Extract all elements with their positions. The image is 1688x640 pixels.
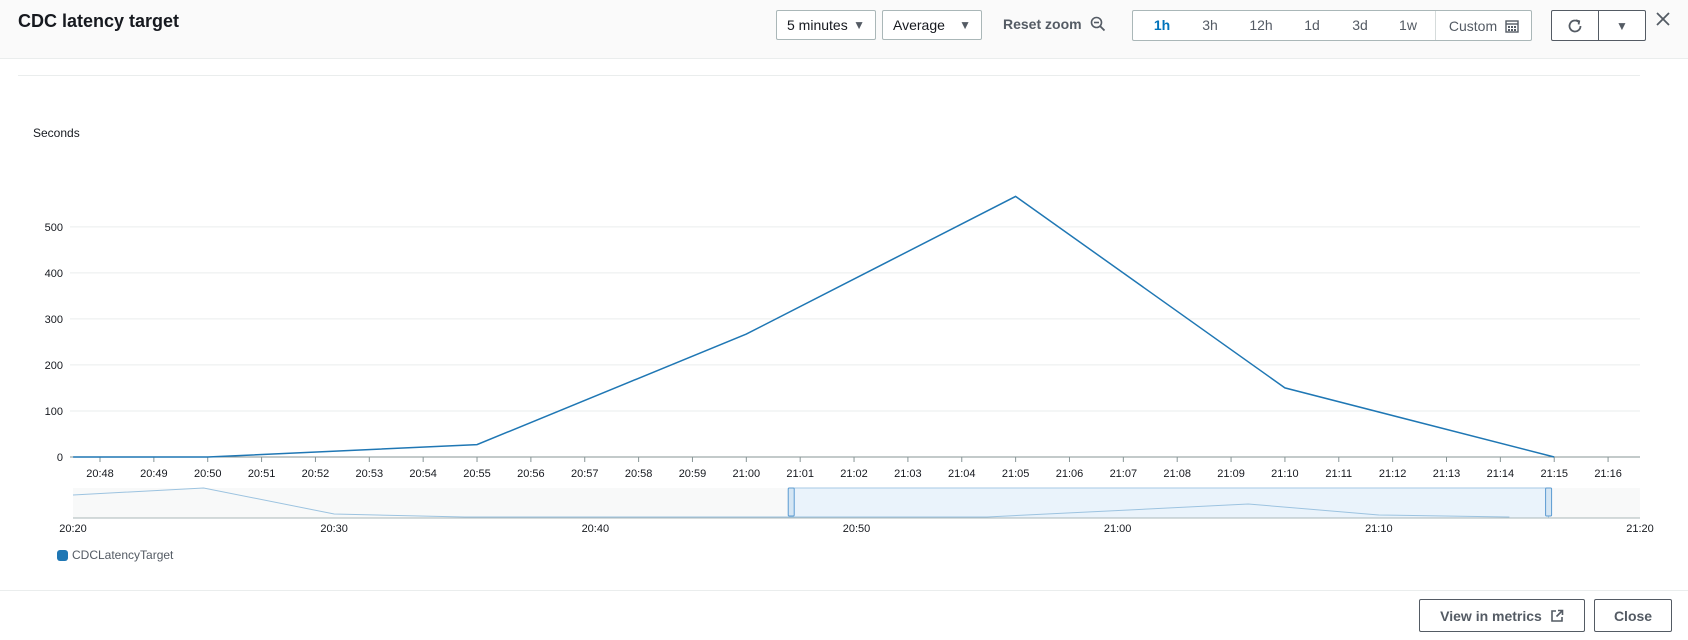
range-3h[interactable]: 3h [1202, 17, 1218, 33]
x-tick-label: 21:13 [1433, 468, 1461, 480]
x-tick-label: 21:09 [1217, 468, 1245, 480]
data-point[interactable] [1013, 193, 1019, 199]
x-tick-label: 20:49 [140, 468, 168, 480]
x-tick-label: 21:02 [840, 468, 868, 480]
view-in-metrics-label: View in metrics [1440, 607, 1542, 624]
x-tick-label: 21:16 [1594, 468, 1622, 480]
statistic-value: Average [893, 17, 945, 33]
external-link-icon [1551, 609, 1564, 622]
close-icon[interactable] [1652, 8, 1674, 30]
x-tick-label: 21:05 [1002, 468, 1030, 480]
y-axis-label: Seconds [33, 126, 80, 140]
overview-tick-label: 21:10 [1365, 523, 1393, 535]
x-tick-label: 21:08 [1163, 468, 1191, 480]
overview-tick-label: 21:20 [1626, 523, 1654, 535]
x-tick-label: 20:55 [463, 468, 491, 480]
x-tick-label: 20:59 [679, 468, 707, 480]
x-tick-label: 20:53 [356, 468, 384, 480]
time-range-selector: 1h 3h 12h 1d 3d 1w Custom [1132, 10, 1532, 41]
range-1w[interactable]: 1w [1399, 17, 1417, 33]
content-divider [18, 75, 1640, 76]
range-12h[interactable]: 12h [1249, 17, 1273, 33]
range-custom[interactable]: Custom [1435, 11, 1532, 40]
y-tick-label: 500 [45, 222, 63, 234]
x-tick-label: 20:58 [625, 468, 653, 480]
x-tick-label: 20:52 [302, 468, 330, 480]
x-tick-label: 21:14 [1487, 468, 1515, 480]
data-point[interactable] [743, 331, 749, 337]
legend-swatch [57, 549, 68, 561]
x-tick-label: 21:04 [948, 468, 976, 480]
data-point[interactable] [474, 442, 480, 448]
y-tick-label: 0 [57, 452, 63, 464]
latency-chart: Seconds 0 100 200 300 400 500 20:48 20:49 20:50 20… [33, 126, 1654, 535]
x-tick-label: 21:10 [1271, 468, 1299, 480]
modal-title: CDC latency target [18, 11, 180, 31]
overview-tick-label: 20:50 [843, 523, 871, 535]
x-tick-label: 20:57 [571, 468, 599, 480]
range-custom-label: Custom [1448, 17, 1498, 34]
y-tick-label: 100 [45, 406, 63, 418]
view-in-metrics-button[interactable]: View in metrics [1419, 599, 1585, 632]
close-label: Close [1613, 607, 1653, 624]
statistic-dropdown[interactable]: Average ▼ [882, 10, 982, 40]
refresh-icon [1568, 18, 1582, 32]
close-button[interactable]: Close [1594, 599, 1672, 632]
x-tick-label: 20:51 [248, 468, 276, 480]
x-tick-label: 21:00 [733, 468, 761, 480]
range-1d[interactable]: 1d [1304, 17, 1320, 33]
zoom-out-icon [1090, 16, 1105, 32]
data-point[interactable] [1551, 454, 1557, 460]
x-tick-label: 21:01 [786, 468, 814, 480]
x-tick-label: 21:06 [1056, 468, 1084, 480]
x-tick-label: 20:48 [86, 468, 114, 480]
refresh-options-button[interactable]: ▼ [1598, 10, 1646, 41]
y-tick-label: 300 [45, 314, 63, 326]
reset-zoom-label: Reset zoom [1003, 16, 1082, 32]
overview-handle-right[interactable] [1545, 487, 1553, 517]
x-tick-label: 21:11 [1325, 468, 1352, 480]
footer-divider [0, 590, 1688, 591]
range-3d[interactable]: 3d [1352, 17, 1368, 33]
x-tick-label: 20:54 [409, 468, 437, 480]
x-tick-label: 21:03 [894, 468, 922, 480]
modal-header: CDC latency target 5 minutes ▼ Average ▼… [0, 0, 1688, 59]
overview-tick-label: 20:40 [582, 523, 610, 535]
y-tick-label: 200 [45, 360, 63, 372]
reset-zoom-button[interactable]: Reset zoom [1003, 16, 1106, 32]
refresh-button[interactable] [1551, 10, 1599, 41]
x-tick-label: 20:56 [517, 468, 545, 480]
caret-down-icon: ▼ [959, 18, 971, 32]
series-line-cdclatencytarget [73, 195, 1555, 458]
chart-legend: CDCLatencyTarget [57, 548, 173, 562]
overview-tick-label: 20:30 [320, 523, 348, 535]
overview-series-line [72, 487, 1510, 518]
overview-tick-label: 21:00 [1104, 523, 1132, 535]
calendar-icon [1505, 19, 1519, 33]
caret-down-icon: ▼ [1616, 18, 1628, 33]
range-1h[interactable]: 1h [1153, 17, 1171, 33]
data-point[interactable] [1282, 385, 1288, 391]
period-value: 5 minutes [787, 17, 848, 33]
x-tick-label: 21:15 [1540, 468, 1568, 480]
x-tick-label: 21:07 [1110, 468, 1138, 480]
x-tick-label: 21:12 [1379, 468, 1407, 480]
overview-handle-left[interactable] [787, 487, 795, 517]
period-dropdown[interactable]: 5 minutes ▼ [776, 10, 876, 40]
x-tick-label: 20:50 [194, 468, 222, 480]
y-tick-label: 400 [45, 268, 63, 280]
data-point[interactable] [70, 454, 76, 460]
legend-label[interactable]: CDCLatencyTarget [72, 548, 174, 562]
data-point[interactable] [205, 454, 211, 460]
caret-down-icon: ▼ [853, 18, 865, 32]
overview-selection[interactable] [790, 487, 1550, 519]
overview-tick-label: 20:20 [59, 523, 87, 535]
